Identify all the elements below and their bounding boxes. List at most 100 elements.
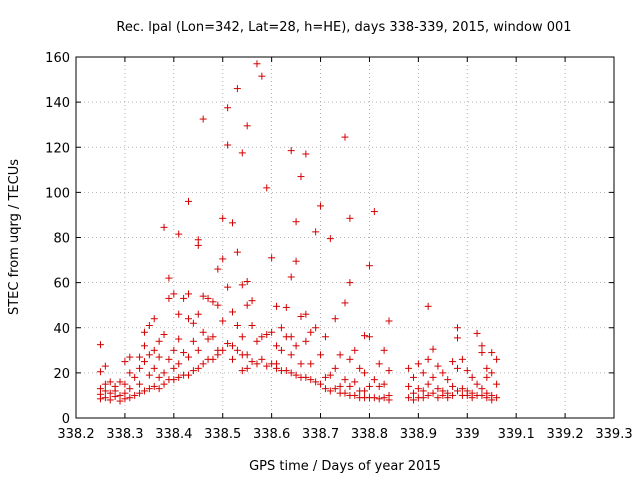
data-point [243,364,251,372]
data-point [434,394,442,402]
data-point [385,317,393,325]
data-point [126,369,134,377]
data-point [444,376,452,384]
data-point [488,349,496,357]
y-axis-label: STEC from uqrg / TECUs [7,159,22,315]
data-point [409,396,417,404]
data-point [307,360,315,368]
data-point [209,298,217,306]
data-point [292,218,300,226]
plot-frame [75,56,615,419]
data-point [140,328,148,336]
data-point [219,255,227,263]
data-point [214,301,222,309]
data-point [229,219,237,227]
data-point [302,150,310,158]
data-point [473,380,481,388]
data-point [414,385,422,393]
data-point [370,394,378,402]
data-point [170,364,178,372]
data-point [361,332,369,340]
data-point [238,367,246,375]
data-point [331,364,339,372]
data-point [126,385,134,393]
data-point [155,353,163,361]
x-tick-label: 339.3 [595,427,632,442]
data-point [468,373,476,381]
data-point [468,394,476,402]
y-tick-label: 160 [45,51,70,66]
data-point [233,248,241,256]
data-point [175,373,183,381]
data-point [263,331,271,339]
data-point [302,310,310,318]
data-point [478,342,486,350]
data-point [419,387,427,395]
data-point [116,378,124,386]
data-point [385,396,393,404]
data-point [282,303,290,311]
data-point [194,364,202,372]
data-point [96,341,104,349]
y-tick-label: 80 [53,232,70,247]
data-point [405,364,413,372]
data-point [351,378,359,386]
data-point [307,376,315,384]
data-point [238,281,246,289]
data-point [439,391,447,399]
data-point [199,328,207,336]
data-point [493,355,501,363]
data-point [263,184,271,192]
data-point [150,382,158,390]
data-point [136,380,144,388]
y-tick-label: 20 [53,367,70,382]
x-tick-label: 338.5 [204,427,241,442]
data-point [199,292,207,300]
data-point [243,277,251,285]
data-point [287,147,295,155]
data-point [175,310,183,318]
data-point [365,333,373,341]
data-point [268,254,276,262]
data-point [331,315,339,323]
data-point [297,312,305,320]
data-point [238,333,246,341]
data-point [233,85,241,93]
data-point [312,228,320,236]
y-tick-label: 120 [45,141,70,156]
data-point [184,315,192,323]
data-point [96,368,104,376]
data-point [219,346,227,354]
data-point [405,382,413,390]
data-point [155,337,163,345]
data-point [160,331,168,339]
data-point [160,369,168,377]
data-point [243,351,251,359]
data-point [170,290,178,298]
data-point [175,230,183,238]
data-point [214,351,222,359]
data-point [184,371,192,379]
data-point [204,294,212,302]
data-point [346,279,354,287]
data-point [463,367,471,375]
y-tick-label: 0 [62,412,70,427]
data-point [121,395,129,403]
data-point [321,385,329,393]
data-point [273,302,281,310]
data-point [106,378,114,386]
data-point [121,380,129,388]
data-point [409,373,417,381]
data-point [268,328,276,336]
data-point [165,294,173,302]
data-point [449,358,457,366]
data-point [111,393,119,401]
data-point [219,214,227,222]
data-point [233,346,241,354]
data-point [341,299,349,307]
axis-ticks: 338.2 338.3 338.4 338.5 338.6 338.7 338.8 338.9… [45,51,632,442]
data-point [483,373,491,381]
data-point [189,367,197,375]
data-point [321,373,329,381]
data-point [375,382,383,390]
